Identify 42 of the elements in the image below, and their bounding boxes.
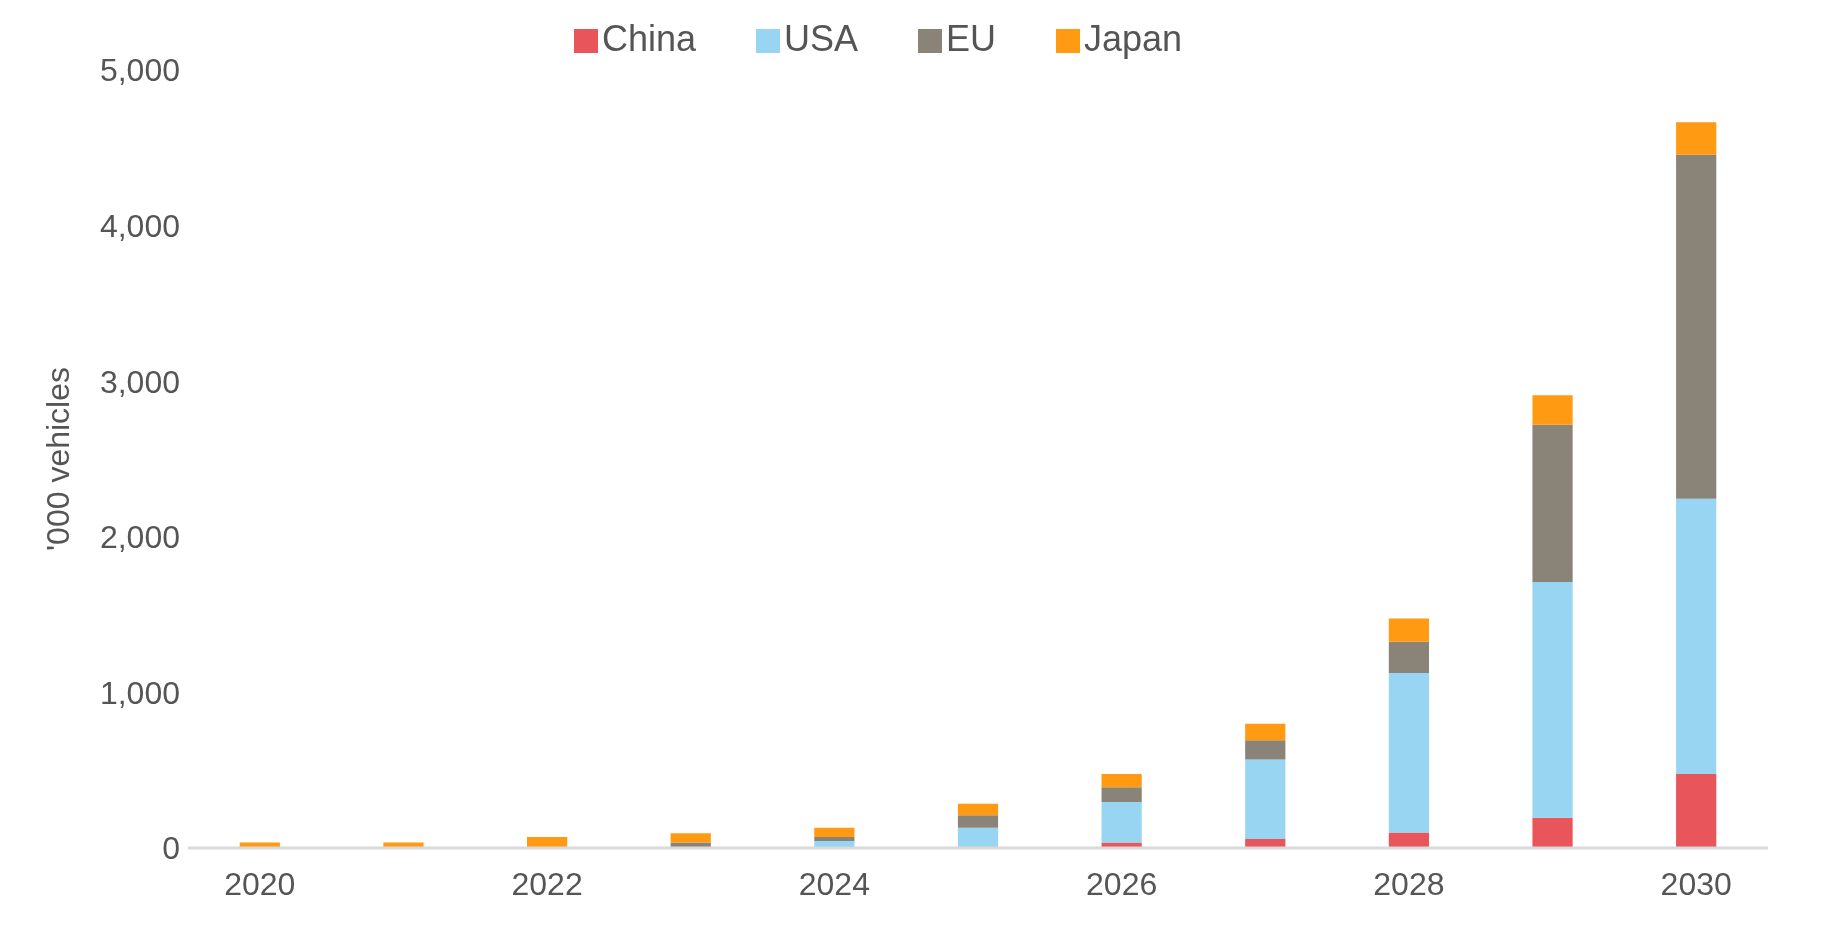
bar xyxy=(957,815,999,828)
bar xyxy=(814,837,855,841)
y-tick-label: 0 xyxy=(162,830,180,867)
x-tick-label: 2022 xyxy=(511,865,583,902)
bar xyxy=(1245,740,1286,760)
bar xyxy=(1532,395,1573,425)
bar xyxy=(1676,498,1717,775)
bar xyxy=(1245,723,1286,741)
bar xyxy=(1101,773,1142,788)
bar xyxy=(1101,801,1142,843)
bar xyxy=(1388,832,1430,848)
bar xyxy=(1676,122,1717,155)
bar xyxy=(670,833,711,843)
y-tick-label: 4,000 xyxy=(99,207,180,244)
bar xyxy=(1532,817,1573,848)
bar xyxy=(1388,641,1430,673)
bar xyxy=(1532,581,1573,818)
bar xyxy=(814,827,855,838)
legend-label: EU xyxy=(945,18,996,59)
bar xyxy=(1676,774,1717,848)
x-tick-label: 2024 xyxy=(798,865,870,902)
legend-label: USA xyxy=(783,18,858,59)
bar xyxy=(1676,154,1717,499)
x-tick-label: 2020 xyxy=(224,865,296,902)
legend-label: Japan xyxy=(1084,18,1183,59)
bar xyxy=(1101,787,1142,802)
y-tick-label: 5,000 xyxy=(99,52,180,89)
y-tick-label: 3,000 xyxy=(99,363,180,400)
y-axis-title: '000 vehicles xyxy=(40,367,77,551)
bar xyxy=(1388,618,1430,642)
bar xyxy=(1532,424,1573,582)
bar xyxy=(1388,672,1430,833)
x-tick-label: 2026 xyxy=(1086,865,1158,902)
legend-label: China xyxy=(601,18,696,59)
x-tick-label: 2030 xyxy=(1660,865,1732,902)
bar xyxy=(957,803,999,816)
bar xyxy=(526,837,568,848)
y-tick-label: 2,000 xyxy=(99,519,180,556)
y-tick-label: 1,000 xyxy=(99,674,180,711)
bar xyxy=(957,827,999,848)
x-tick-label: 2028 xyxy=(1373,865,1445,902)
bar xyxy=(1245,759,1286,839)
